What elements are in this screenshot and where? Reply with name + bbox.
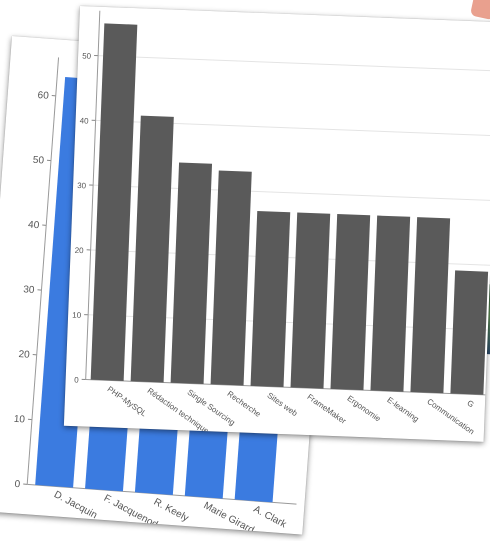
bar — [170, 162, 213, 385]
x-tick-label: F. Jacquenod — [102, 493, 160, 531]
y-tick-label: 50 — [32, 155, 44, 167]
gridline — [98, 55, 490, 72]
x-tick-label: FrameMaker — [305, 392, 348, 426]
y-tick-label: 60 — [37, 90, 49, 102]
bar — [130, 115, 174, 383]
x-tick-label: E-learning — [385, 395, 420, 423]
y-tick-label: 30 — [77, 181, 87, 190]
y-tick-label: 40 — [80, 116, 90, 125]
y-tick-label: 10 — [13, 414, 25, 426]
y-tick-label: 0 — [74, 376, 79, 385]
x-tick-label: Marie Girard — [202, 500, 256, 534]
x-tick-label: G — [465, 398, 475, 409]
x-tick-label: A. Clark — [251, 504, 288, 531]
corner-photo-edge — [469, 0, 490, 21]
y-tick-label: 30 — [23, 284, 35, 296]
x-tick-label: Sites web — [265, 391, 299, 419]
y-axis-line — [26, 57, 60, 485]
front-chart-card: 0 10 20 30 40 50 PHP-MySQL Rédaction technique S… — [63, 6, 490, 442]
bar — [250, 210, 291, 388]
y-tick-label: 20 — [75, 246, 85, 255]
bar — [330, 214, 371, 391]
bar — [410, 217, 451, 394]
bar — [290, 212, 331, 389]
y-tick-label: 40 — [28, 220, 40, 232]
y-tick-label: 0 — [14, 479, 21, 490]
x-tick-label: Rédaction technique — [146, 386, 211, 436]
y-axis-line — [85, 10, 101, 380]
x-tick-label: D. Jacquin — [52, 489, 99, 521]
x-tick-label: Recherche — [226, 389, 263, 419]
x-tick-label: Ergonomie — [345, 394, 382, 424]
x-tick-label: PHP-MySQL — [106, 385, 149, 419]
y-tick-label: 50 — [82, 52, 92, 61]
y-tick-label: 20 — [18, 349, 30, 361]
bar — [370, 215, 411, 392]
bar — [210, 170, 252, 386]
bar — [450, 270, 489, 395]
bar — [90, 23, 138, 381]
y-tick-label: 10 — [72, 311, 82, 320]
